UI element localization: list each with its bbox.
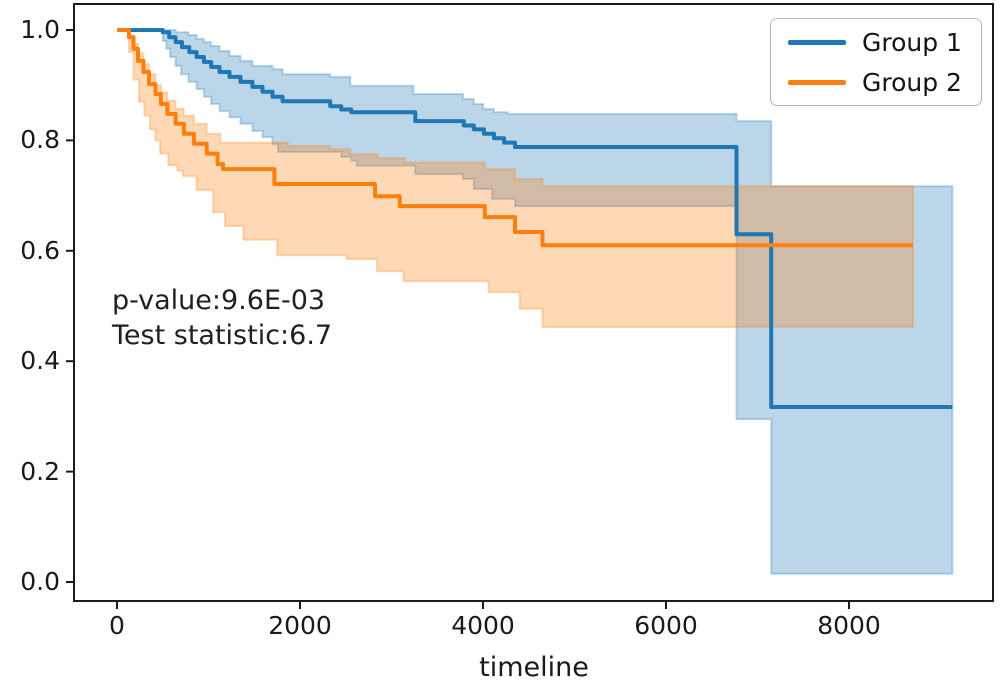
x-tick-label-8000: 8000 xyxy=(817,611,881,640)
group-1-confidence-band xyxy=(117,29,954,575)
x-tick-label-4000: 4000 xyxy=(451,611,515,640)
legend-box: Group 1 Group 2 xyxy=(770,18,982,106)
x-tick-label-0: 0 xyxy=(109,611,125,640)
y-tick-label-0.4: 0.4 xyxy=(20,346,60,376)
y-tick-label-1.0: 1.0 xyxy=(20,15,60,44)
legend-item-group-1: Group 1 xyxy=(771,27,981,57)
p-value-text: p-value:9.6E-03 xyxy=(112,285,326,316)
plot-border xyxy=(73,3,994,602)
y-tick-label-0.6: 0.6 xyxy=(20,235,60,265)
legend-label-group-1: Group 1 xyxy=(862,27,962,57)
group-2-line-swatch xyxy=(788,79,846,85)
group-2-confidence-band xyxy=(117,29,914,328)
x-tick-label-2000: 2000 xyxy=(268,611,332,640)
legend-label-group-2: Group 2 xyxy=(862,67,962,97)
group-2-survival-line xyxy=(117,28,913,248)
legend-item-group-2: Group 2 xyxy=(771,67,981,97)
x-axis-title: timeline xyxy=(479,652,589,683)
x-tick-label-6000: 6000 xyxy=(634,611,698,640)
group-1-survival-line xyxy=(117,28,953,409)
stats-annotation: p-value:9.6E-03 Test statistic:6.7 xyxy=(112,283,332,353)
y-tick-label-0.2: 0.2 xyxy=(20,456,60,486)
y-tick-label-0.0: 0.0 xyxy=(20,567,60,596)
test-statistic-text: Test statistic:6.7 xyxy=(112,320,333,351)
group-1-line-swatch xyxy=(788,39,846,45)
y-tick-label-0.8: 0.8 xyxy=(20,125,60,155)
